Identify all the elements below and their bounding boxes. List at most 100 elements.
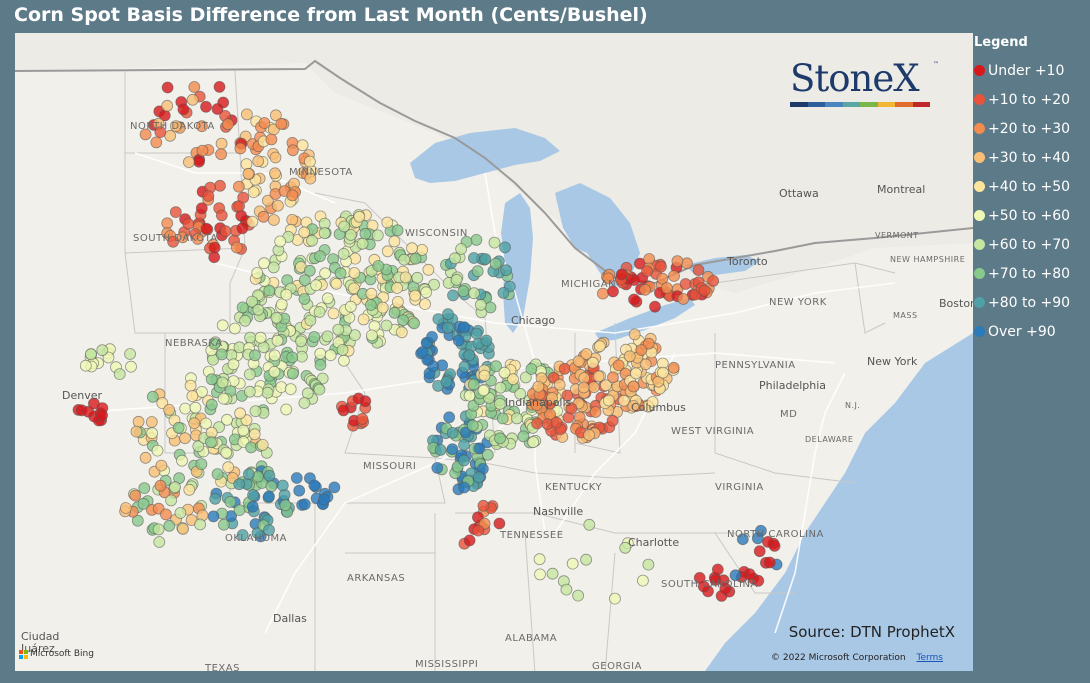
basis-point[interactable] bbox=[169, 481, 181, 494]
basis-point[interactable] bbox=[286, 213, 299, 226]
basis-point[interactable] bbox=[269, 109, 282, 122]
basis-point[interactable] bbox=[762, 535, 774, 548]
terms-link[interactable]: Terms bbox=[916, 653, 943, 663]
basis-point[interactable] bbox=[132, 415, 145, 428]
basis-point[interactable] bbox=[215, 209, 228, 222]
basis-point[interactable] bbox=[546, 392, 558, 404]
basis-point[interactable] bbox=[79, 359, 92, 372]
basis-point[interactable] bbox=[466, 419, 479, 432]
basis-point[interactable] bbox=[233, 478, 246, 491]
basis-point[interactable] bbox=[177, 522, 189, 535]
basis-point[interactable] bbox=[519, 371, 532, 384]
basis-point[interactable] bbox=[667, 361, 680, 374]
basis-point[interactable] bbox=[233, 504, 246, 517]
basis-point[interactable] bbox=[546, 567, 559, 580]
basis-point[interactable] bbox=[639, 283, 651, 296]
basis-point[interactable] bbox=[388, 306, 401, 319]
basis-point[interactable] bbox=[494, 381, 507, 394]
basis-point[interactable] bbox=[252, 303, 265, 316]
basis-point[interactable] bbox=[284, 383, 297, 396]
map-canvas[interactable]: NORTH DAKOTA SOUTH DAKOTA MINNESOTA WISC… bbox=[15, 33, 973, 671]
basis-point[interactable] bbox=[236, 222, 249, 235]
basis-point[interactable] bbox=[364, 299, 377, 311]
basis-point[interactable] bbox=[623, 350, 636, 363]
basis-point[interactable] bbox=[391, 224, 404, 237]
basis-point[interactable] bbox=[447, 289, 459, 302]
basis-point[interactable] bbox=[222, 118, 234, 131]
basis-point[interactable] bbox=[275, 118, 288, 130]
basis-point[interactable] bbox=[649, 300, 661, 313]
basis-point[interactable] bbox=[592, 370, 605, 383]
basis-point[interactable] bbox=[153, 536, 166, 548]
basis-point[interactable] bbox=[276, 479, 289, 492]
basis-point[interactable] bbox=[657, 366, 669, 379]
basis-point[interactable] bbox=[261, 194, 274, 207]
basis-point[interactable] bbox=[525, 363, 538, 375]
basis-point[interactable] bbox=[280, 288, 293, 301]
basis-point[interactable] bbox=[152, 523, 165, 536]
basis-point[interactable] bbox=[303, 264, 316, 277]
basis-point[interactable] bbox=[357, 313, 370, 326]
basis-point[interactable] bbox=[256, 438, 269, 451]
basis-point[interactable] bbox=[236, 529, 249, 541]
legend-item[interactable]: +30 to +40 bbox=[974, 143, 1088, 172]
basis-point[interactable] bbox=[271, 334, 284, 347]
basis-point[interactable] bbox=[463, 389, 476, 402]
basis-point[interactable] bbox=[263, 469, 276, 482]
basis-point[interactable] bbox=[263, 524, 275, 537]
basis-point[interactable] bbox=[318, 227, 331, 240]
basis-point[interactable] bbox=[411, 271, 424, 284]
basis-point[interactable] bbox=[318, 493, 331, 506]
basis-point[interactable] bbox=[602, 272, 615, 285]
basis-point[interactable] bbox=[263, 284, 276, 297]
basis-point[interactable] bbox=[587, 381, 600, 394]
basis-point[interactable] bbox=[159, 508, 172, 521]
basis-point[interactable] bbox=[113, 368, 126, 381]
basis-point[interactable] bbox=[213, 81, 226, 93]
basis-point[interactable] bbox=[365, 329, 378, 342]
basis-point[interactable] bbox=[161, 217, 174, 230]
basis-point[interactable] bbox=[124, 348, 136, 360]
basis-point[interactable] bbox=[572, 355, 585, 368]
legend-item[interactable]: +10 to +20 bbox=[974, 85, 1088, 114]
basis-point[interactable] bbox=[753, 545, 766, 558]
basis-point[interactable] bbox=[500, 264, 513, 277]
basis-point[interactable] bbox=[440, 376, 453, 388]
basis-point[interactable] bbox=[409, 252, 422, 265]
basis-point[interactable] bbox=[295, 335, 307, 348]
basis-point[interactable] bbox=[510, 412, 523, 425]
basis-point[interactable] bbox=[242, 468, 255, 481]
basis-point[interactable] bbox=[707, 274, 720, 287]
basis-point[interactable] bbox=[165, 494, 178, 507]
basis-point[interactable] bbox=[470, 233, 483, 246]
basis-point[interactable] bbox=[267, 261, 280, 274]
legend-item[interactable]: Over +90 bbox=[974, 317, 1088, 346]
basis-point[interactable] bbox=[431, 461, 444, 474]
basis-point[interactable] bbox=[257, 210, 270, 223]
basis-point[interactable] bbox=[422, 263, 435, 276]
basis-point[interactable] bbox=[468, 287, 480, 300]
legend-item[interactable]: +70 to +80 bbox=[974, 259, 1088, 288]
basis-point[interactable] bbox=[214, 179, 226, 192]
basis-point[interactable] bbox=[150, 136, 163, 149]
basis-point[interactable] bbox=[752, 574, 765, 587]
basis-point[interactable] bbox=[296, 139, 309, 152]
basis-point[interactable] bbox=[763, 556, 776, 569]
basis-point[interactable] bbox=[458, 481, 471, 494]
basis-point[interactable] bbox=[290, 472, 303, 484]
basis-point[interactable] bbox=[188, 417, 201, 430]
basis-point[interactable] bbox=[244, 331, 257, 344]
basis-point[interactable] bbox=[211, 468, 224, 481]
basis-point[interactable] bbox=[237, 191, 250, 204]
basis-point[interactable] bbox=[497, 286, 510, 299]
basis-point[interactable] bbox=[270, 311, 283, 324]
basis-point[interactable] bbox=[205, 436, 217, 449]
basis-point[interactable] bbox=[533, 553, 546, 566]
basis-point[interactable] bbox=[179, 432, 191, 445]
basis-point[interactable] bbox=[668, 270, 680, 282]
basis-point[interactable] bbox=[493, 517, 506, 530]
basis-point[interactable] bbox=[457, 285, 470, 298]
basis-point[interactable] bbox=[637, 574, 649, 587]
basis-point[interactable] bbox=[553, 378, 566, 391]
basis-point[interactable] bbox=[195, 202, 208, 215]
